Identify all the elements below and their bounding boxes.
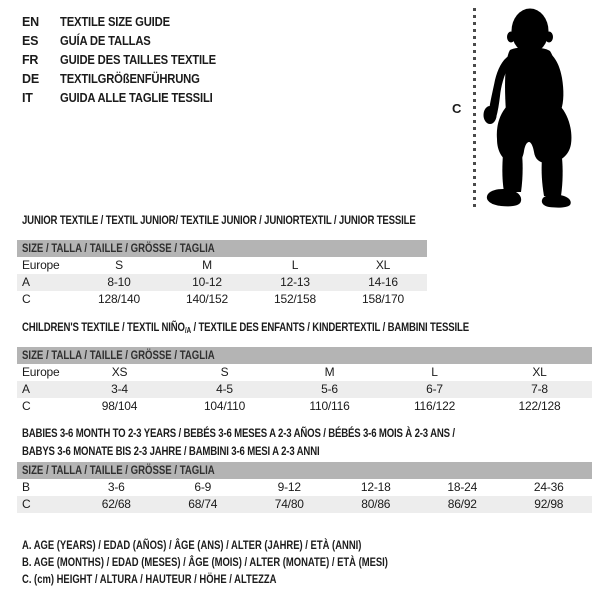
row-label: C — [22, 292, 31, 306]
size-cell: 92/98 — [534, 497, 564, 511]
size-cell: 12-13 — [280, 275, 310, 289]
size-cell: 7-8 — [531, 382, 548, 396]
lang-code: ES — [22, 34, 39, 48]
footnotes: A. AGE (YEARS) / EDAD (AÑOS) / ÂGE (ANS)… — [22, 537, 479, 588]
size-cell: 80/86 — [361, 497, 391, 511]
size-header-bar: SIZE / TALLA / TAILLE / GRÖSSE / TAGLIA — [17, 240, 427, 257]
size-cell: L — [431, 365, 438, 379]
lang-code: EN — [22, 15, 39, 29]
row-label: A — [22, 382, 30, 396]
size-cell: 98/104 — [101, 399, 138, 413]
lang-label: TEXTILE SIZE GUIDE — [60, 15, 170, 29]
junior-table-title: JUNIOR TEXTILE / TEXTIL JUNIOR/ TEXTILE … — [22, 213, 416, 227]
height-dotted-line — [473, 8, 476, 209]
size-cell: 12-18 — [360, 480, 391, 494]
size-cell: 9-12 — [277, 480, 301, 494]
footnote-c: C. (cm) HEIGHT / ALTURA / HAUTEUR / HÖHE… — [22, 572, 277, 586]
size-cell: S — [115, 258, 123, 272]
lang-code: DE — [22, 72, 39, 86]
size-cell: 128/140 — [98, 292, 140, 306]
size-cell: 4-5 — [216, 382, 233, 396]
children-table-title: CHILDREN'S TEXTILE / TEXTIL NIÑO/A / TEX… — [22, 320, 469, 335]
row-label: C — [22, 497, 31, 511]
baby-silhouette-icon — [483, 8, 572, 208]
table-row: A 8-10 10-12 12-13 14-16 — [17, 274, 427, 291]
size-cell: 74/80 — [274, 497, 304, 511]
lang-row-it: IT GUIDA ALLE TAGLIE TESSILI — [22, 89, 233, 108]
lang-row-de: DE TEXTILGRÖßENFÜHRUNG — [22, 70, 233, 89]
size-cell: 6-7 — [426, 382, 443, 396]
size-cell: 3-4 — [111, 382, 128, 396]
table-row: Europe XS S M L XL — [17, 364, 592, 381]
size-cell: 24-36 — [533, 480, 564, 494]
table-row: Europe S M L XL — [17, 257, 427, 274]
size-cell: L — [291, 258, 299, 272]
size-cell: XS — [111, 365, 128, 379]
language-list: EN TEXTILE SIZE GUIDE ES GUÍA DE TALLAS … — [22, 13, 233, 108]
babies-table: SIZE / TALLA / TAILLE / GRÖSSE / TAGLIA … — [17, 462, 592, 513]
row-label: B — [22, 480, 30, 494]
row-label: Europe — [22, 365, 60, 379]
size-cell: XL — [532, 365, 547, 379]
lang-row-fr: FR GUIDE DES TAILLES TEXTILE — [22, 51, 233, 70]
figure-height-label: C — [452, 101, 462, 116]
size-cell: M — [324, 365, 335, 379]
size-cell: 116/122 — [413, 399, 456, 413]
size-cell: 5-6 — [321, 382, 338, 396]
row-label: Europe — [22, 258, 60, 272]
size-cell: 104/110 — [203, 399, 246, 413]
size-cell: 18-24 — [447, 480, 478, 494]
row-label: C — [22, 399, 31, 413]
table-row: C 128/140 140/152 152/158 158/170 — [17, 291, 427, 308]
size-cell: 3-6 — [107, 480, 125, 494]
size-cell: 8-10 — [107, 275, 131, 289]
size-cell: 140/152 — [186, 292, 228, 306]
children-table: SIZE / TALLA / TAILLE / GRÖSSE / TAGLIA … — [17, 347, 592, 415]
size-header-bar: SIZE / TALLA / TAILLE / GRÖSSE / TAGLIA — [17, 347, 592, 364]
table-row: B 3-6 6-9 9-12 12-18 18-24 24-36 — [17, 479, 592, 496]
size-cell: 122/128 — [518, 399, 561, 413]
size-cell: S — [220, 365, 229, 379]
lang-row-en: EN TEXTILE SIZE GUIDE — [22, 13, 233, 32]
size-cell: 152/158 — [274, 292, 316, 306]
size-cell: M — [202, 258, 212, 272]
table-row: C 62/68 68/74 74/80 80/86 86/92 92/98 — [17, 496, 592, 513]
size-cell: 6-9 — [194, 480, 212, 494]
size-cell: 62/68 — [101, 497, 131, 511]
junior-table: SIZE / TALLA / TAILLE / GRÖSSE / TAGLIA … — [17, 240, 427, 308]
lang-label: GUÍA DE TALLAS — [60, 34, 151, 48]
size-cell: 158/170 — [362, 292, 404, 306]
size-cell: XL — [375, 258, 391, 272]
footnote-a: A. AGE (YEARS) / EDAD (AÑOS) / ÂGE (ANS)… — [22, 538, 362, 552]
table-row: C 98/104 104/110 110/116 116/122 122/128 — [17, 398, 592, 415]
size-cell: 110/116 — [309, 399, 350, 413]
size-cell: 86/92 — [447, 497, 477, 511]
lang-label: TEXTILGRÖßENFÜHRUNG — [60, 72, 200, 86]
lang-label: GUIDA ALLE TAGLIE TESSILI — [60, 91, 213, 105]
size-header-bar: SIZE / TALLA / TAILLE / GRÖSSE / TAGLIA — [17, 462, 592, 479]
lang-label: GUIDE DES TAILLES TEXTILE — [60, 53, 216, 67]
size-cell: 10-12 — [192, 275, 222, 289]
footnote-b: B. AGE (MONTHS) / EDAD (MESES) / ÂGE (MO… — [22, 555, 388, 569]
lang-code: IT — [22, 91, 33, 105]
size-cell: 68/74 — [188, 497, 218, 511]
size-cell: 14-16 — [368, 275, 398, 289]
lang-row-es: ES GUÍA DE TALLAS — [22, 32, 233, 51]
row-label: A — [22, 275, 30, 289]
lang-code: FR — [22, 53, 39, 67]
table-row: A 3-4 4-5 5-6 6-7 7-8 — [17, 381, 592, 398]
babies-table-title: BABIES 3-6 MONTH TO 2-3 YEARS / BEBÉS 3-… — [22, 426, 455, 458]
